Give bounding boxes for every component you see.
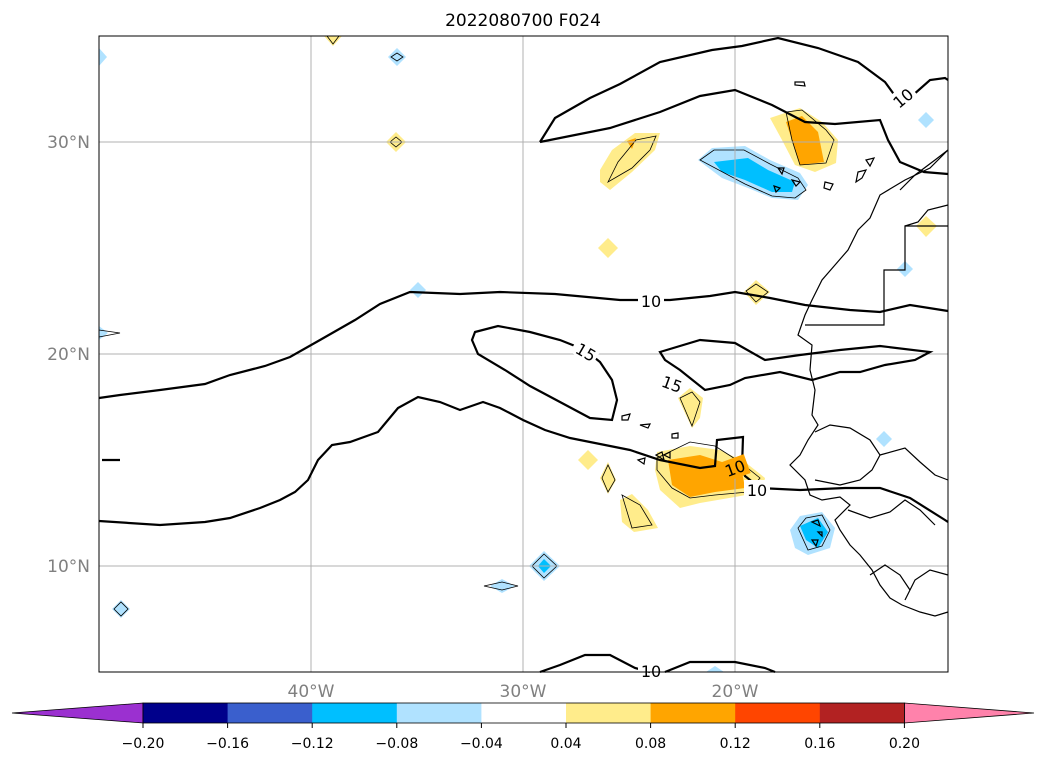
positive-anomaly-region [598, 238, 618, 258]
colorbar-outline [142, 702, 905, 724]
latitude-labels: 30°N 20°N 10°N [47, 133, 90, 577]
map-plot-area: 10 15 15 10 10 10 10 [98, 35, 949, 681]
lat-label-20n: 20°N [47, 345, 90, 365]
colorbar-extend-low [11, 702, 144, 724]
positive-anomaly-region [600, 462, 616, 494]
canary-island-6 [776, 167, 785, 176]
contour-label: 10 [747, 481, 767, 500]
positive-anomaly-region [744, 280, 770, 305]
negative-anomaly-region [490, 579, 515, 593]
coastlines [621, 81, 949, 617]
cape-verde-island-2 [639, 423, 652, 429]
colorbar-segment [650, 703, 736, 723]
negative-anomaly-region [714, 158, 795, 192]
negative-anomaly-region [388, 48, 406, 66]
morocco-coast [899, 149, 949, 191]
map-title: 2022080700 F024 [445, 11, 601, 31]
canary-island-3 [823, 181, 834, 191]
longitude-labels: 40°W 30°W 20°W [288, 682, 759, 702]
contour-lines [98, 36, 949, 674]
negative-anomaly-region [918, 112, 934, 128]
lon-label-30w: 30°W [500, 682, 547, 702]
contour-labels: 10 15 15 10 10 10 10 [569, 81, 920, 681]
negative-anomaly-region [800, 518, 828, 548]
bijagos-islands [810, 519, 823, 548]
canary-island-7 [773, 185, 782, 194]
mauritania-border [805, 225, 948, 326]
map-frame [98, 35, 949, 673]
negative-anomaly-region [99, 48, 107, 66]
colorbar-tick-label: −0.12 [291, 736, 334, 752]
negative-anomaly-region [112, 600, 130, 618]
colorbar-segment [735, 703, 821, 723]
colorbar-segments [11, 702, 1035, 724]
negative-anomaly-region [876, 431, 892, 447]
colorbar-extend-high [904, 702, 1035, 724]
contour-10-south-east [658, 338, 934, 392]
positive-anomaly-region [578, 450, 598, 470]
contour-10-north-b [539, 88, 949, 176]
colorbar-segment [566, 703, 652, 723]
contour-10-bottom [539, 653, 776, 674]
colorbar-tick-label: 0.04 [550, 736, 581, 752]
colorbar-tick-label: −0.16 [206, 736, 249, 752]
colorbar-tick-label: 0.12 [720, 736, 751, 752]
colorbar-segment [481, 703, 567, 723]
lat-label-30n: 30°N [47, 133, 90, 153]
colorbar-tick-label: 0.08 [635, 736, 666, 752]
colorbar-tick-label: −0.20 [122, 736, 165, 752]
cape-verde-island-4 [636, 457, 646, 466]
colorbar-segment [143, 703, 229, 723]
canary-island-2 [855, 169, 868, 184]
liberia [904, 569, 949, 601]
canary-island-1 [794, 81, 806, 87]
colorbar-tick-label: 0.20 [889, 736, 920, 752]
colorbar-ticks: −0.20 −0.16 −0.12 −0.08 −0.04 0.04 0.08 0.12 0.1… [122, 723, 920, 752]
positive-anomaly-region [627, 138, 636, 149]
colorbar-tick-label: −0.08 [375, 736, 418, 752]
lon-label-40w: 40°W [288, 682, 335, 702]
negative-anomaly-region [410, 282, 426, 298]
contour-15 [470, 324, 619, 422]
positive-anomaly-region [600, 133, 660, 190]
cape-verde-island-6 [662, 451, 671, 459]
cape-verde-island-5 [654, 451, 665, 462]
contour-10-north [539, 36, 949, 143]
colorbar-segment [227, 703, 313, 723]
lon-label-20w: 20°W [712, 682, 759, 702]
cape-verde-island-3 [671, 432, 679, 439]
colorbar-segment [312, 703, 398, 723]
guinea-border [847, 499, 936, 526]
canary-island-4 [790, 179, 802, 187]
colorbar-segment [396, 703, 482, 723]
graticule [99, 36, 948, 672]
negative-anomaly-region [706, 666, 724, 672]
positive-anomaly-region [786, 116, 824, 165]
colorbar-tick-label: −0.04 [460, 736, 503, 752]
positive-anomaly-region [620, 494, 658, 532]
lat-label-10n: 10°N [47, 557, 90, 577]
contour-label: 10 [641, 292, 661, 311]
mali-border [879, 447, 949, 481]
western-sahara-border [904, 204, 949, 227]
colorbar-segment [819, 703, 905, 723]
colorbar: −0.20 −0.16 −0.12 −0.08 −0.04 0.04 0.08 0.12 0.1… [11, 702, 1035, 752]
canary-island-5 [865, 157, 876, 168]
sierra-leone [869, 564, 911, 591]
colorbar-tick-label: 0.16 [804, 736, 835, 752]
cape-verde-island-1 [621, 413, 631, 421]
contour-10-central [98, 290, 949, 400]
